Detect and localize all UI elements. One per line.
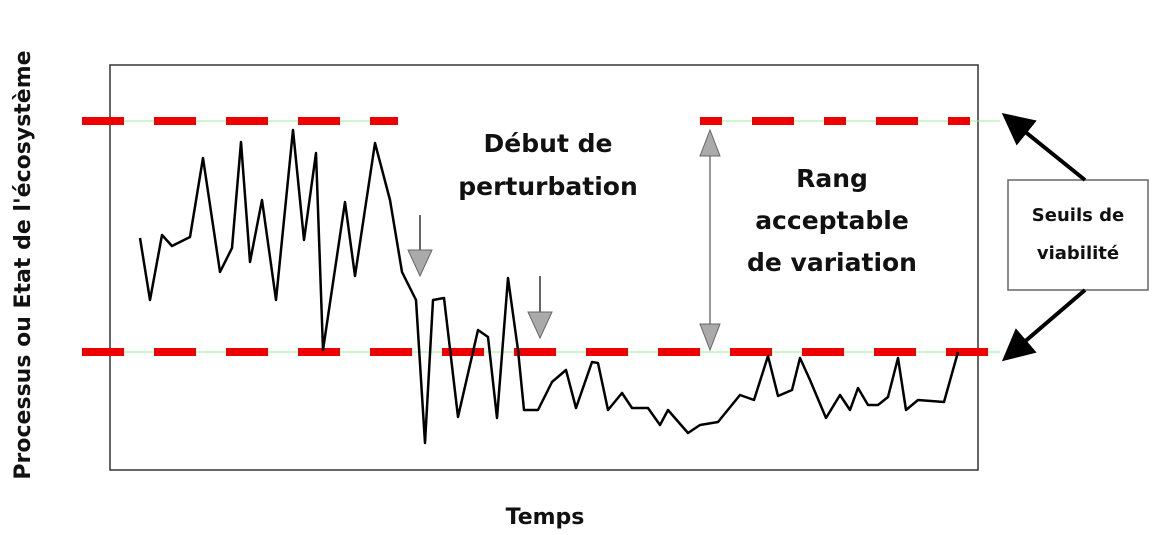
range-label: Rang [796, 164, 868, 193]
plot-frame [109, 64, 979, 471]
disturbance-label: perturbation [458, 172, 638, 201]
y-axis-label: Processus ou Etat de l'écosystème [11, 50, 36, 479]
disturbance-label: Début de [484, 129, 613, 158]
threshold-label: Seuils de [1032, 205, 1124, 226]
range-arrow [699, 128, 721, 352]
ecosystem-state-line [138, 128, 960, 445]
threshold-box [1007, 179, 1149, 291]
disturbance-arrow [527, 276, 553, 340]
threshold-pointer [1001, 112, 1087, 182]
range-label: acceptable [755, 206, 909, 235]
threshold-pointer [1001, 288, 1087, 362]
disturbance-arrow [407, 215, 433, 278]
range-label: de variation [747, 248, 917, 277]
threshold-label: viabilité [1037, 243, 1119, 264]
x-axis-label: Temps [506, 505, 585, 530]
